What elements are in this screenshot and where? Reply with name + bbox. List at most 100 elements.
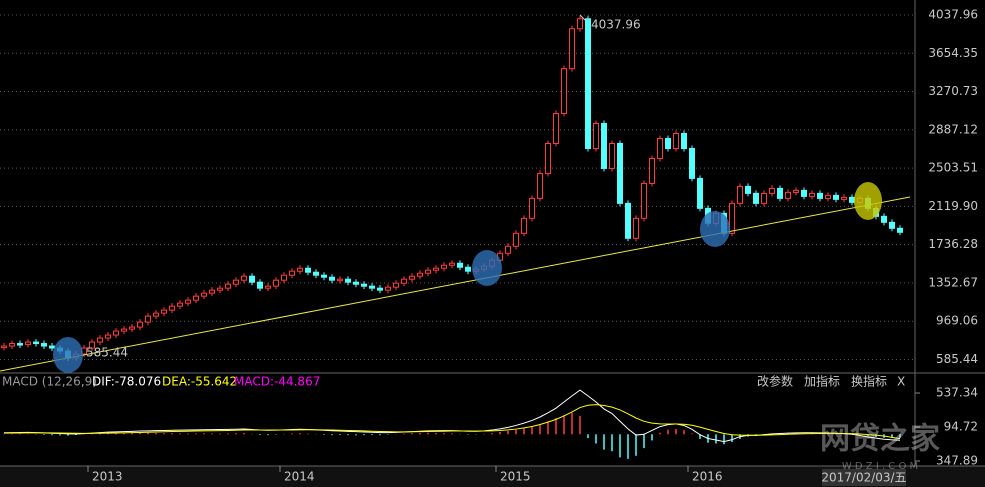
candle: [577, 18, 583, 30]
candle: [529, 197, 535, 219]
trend-line: [0, 196, 911, 372]
candle: [185, 299, 191, 304]
candle: [233, 279, 239, 285]
candle: [1, 345, 7, 349]
candle: [665, 138, 671, 149]
candle: [817, 192, 823, 199]
candle: [209, 289, 215, 294]
candle: [169, 305, 175, 311]
highlight-circle: [53, 337, 83, 373]
y-tick-label: 1352.67: [928, 275, 978, 289]
price-panel: 4037.96 3654.35 3270.73 2887.12 2503.51 2119.…: [0, 7, 978, 366]
candle: [321, 274, 327, 278]
y-tick-label: 585.44: [936, 352, 978, 366]
candle: [129, 326, 135, 330]
y-tick-label: 2119.90: [928, 199, 978, 213]
candle: [25, 341, 31, 346]
candle: [361, 283, 367, 287]
candle: [89, 341, 95, 349]
macd-panel: 537.34 94.72 347.89: [3, 386, 978, 467]
candle: [697, 177, 703, 209]
macd-label: MACD:-44.867: [234, 375, 320, 389]
close-button[interactable]: X: [897, 375, 905, 389]
candle: [217, 287, 223, 291]
candle: [809, 192, 815, 197]
candle: [649, 157, 655, 184]
button[interactable]: 换指标: [851, 374, 887, 389]
candle: [505, 245, 511, 254]
candle: [681, 133, 687, 149]
watermark-site: W D Z J . C O M: [842, 461, 918, 472]
candle: [113, 330, 119, 336]
highlight-circle: [854, 182, 882, 220]
candle: [689, 147, 695, 179]
x-tick-label: 2015: [500, 470, 531, 484]
x-tick-label: 2016: [692, 470, 723, 484]
button[interactable]: 改参数: [757, 374, 793, 389]
candle: [673, 133, 679, 149]
candle: [625, 202, 631, 239]
candle: [105, 334, 111, 339]
candle: [521, 217, 527, 234]
candle: [273, 279, 279, 287]
candle: [793, 189, 799, 193]
candle: [617, 142, 623, 204]
candle: [17, 343, 23, 346]
candle: [97, 337, 103, 343]
x-tick-label: 2014: [284, 470, 315, 484]
cursor-date: 2017/02/03/五: [821, 471, 906, 485]
candle: [385, 286, 391, 291]
candle: [553, 113, 559, 144]
candle: [409, 275, 415, 280]
y-tick-label: 347.89: [936, 453, 978, 467]
candle: [601, 123, 607, 169]
candle: [257, 281, 263, 289]
candle: [569, 28, 575, 70]
candle: [121, 328, 127, 332]
macd-title: MACD (12,26,9): [2, 375, 97, 389]
candle: [457, 262, 463, 268]
candle: [537, 172, 543, 199]
candle: [153, 312, 159, 317]
candle: [737, 185, 743, 204]
watermark: 网贷之家: [820, 422, 940, 457]
candle: [785, 191, 791, 199]
candle: [657, 138, 663, 159]
y-tick-label: 537.34: [936, 386, 978, 400]
candle: [881, 215, 887, 223]
candle: [313, 271, 319, 276]
y-tick-label: 2503.51: [928, 161, 978, 175]
candle: [433, 267, 439, 271]
dea-label: DEA:-55.642: [162, 375, 237, 389]
candle: [777, 187, 783, 199]
x-tick-label: 2013: [92, 470, 123, 484]
candle: [345, 278, 351, 283]
candle: [161, 309, 167, 314]
candle: [745, 185, 751, 194]
candle: [49, 345, 55, 349]
candle: [841, 196, 847, 200]
candle: [225, 283, 231, 289]
candle: [513, 232, 519, 247]
candle: [329, 276, 335, 281]
candle: [561, 68, 567, 115]
cursor-date-box: [822, 469, 906, 486]
candle: [801, 189, 807, 197]
candle: [337, 278, 343, 282]
candle: [593, 123, 599, 149]
candle: [241, 275, 247, 281]
candle: [417, 272, 423, 277]
candle: [729, 202, 735, 234]
candle: [585, 18, 591, 149]
button[interactable]: 加指标: [804, 374, 840, 389]
candle: [449, 262, 455, 266]
y-tick-label: 3654.35: [928, 46, 978, 60]
candle: [369, 285, 375, 289]
candle: [441, 264, 447, 269]
candle: [289, 270, 295, 276]
y-tick-label: 94.72: [944, 420, 978, 434]
candle: [305, 267, 311, 273]
candle: [9, 343, 15, 347]
